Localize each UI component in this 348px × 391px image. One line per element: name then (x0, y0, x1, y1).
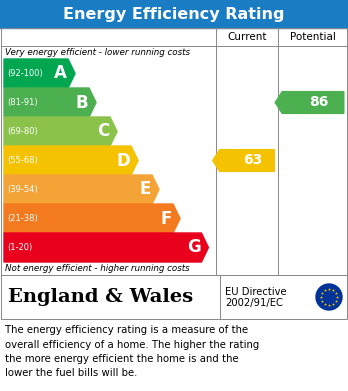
Polygon shape (4, 88, 96, 117)
Text: the more energy efficient the home is and the: the more energy efficient the home is an… (5, 354, 239, 364)
Bar (1, 275, 347, 319)
Text: (39-54): (39-54) (7, 185, 38, 194)
Text: overall efficiency of a home. The higher the rating: overall efficiency of a home. The higher… (5, 339, 259, 350)
Polygon shape (275, 91, 344, 113)
Polygon shape (4, 146, 138, 175)
Text: Not energy efficient - higher running costs: Not energy efficient - higher running co… (5, 264, 190, 273)
Text: B: B (76, 93, 88, 111)
Text: Current: Current (227, 32, 267, 42)
Bar (1, 28, 347, 275)
Text: F: F (161, 210, 172, 228)
Text: England & Wales: England & Wales (8, 288, 193, 306)
Text: (92-100): (92-100) (7, 69, 43, 78)
Text: 86: 86 (309, 95, 329, 109)
Text: A: A (54, 65, 67, 83)
Text: (1-20): (1-20) (7, 243, 32, 252)
Polygon shape (4, 204, 180, 233)
Text: (81-91): (81-91) (7, 98, 38, 107)
Polygon shape (213, 150, 274, 171)
Polygon shape (4, 59, 75, 88)
Text: Very energy efficient - lower running costs: Very energy efficient - lower running co… (5, 48, 190, 57)
Text: EU Directive: EU Directive (225, 287, 287, 297)
Polygon shape (4, 117, 117, 146)
Text: C: C (97, 122, 109, 140)
Circle shape (316, 284, 342, 310)
Text: E: E (140, 181, 151, 199)
Text: lower the fuel bills will be.: lower the fuel bills will be. (5, 368, 137, 378)
Text: Potential: Potential (290, 32, 336, 42)
Bar (0, 0, 348, 28)
Text: The energy efficiency rating is a measure of the: The energy efficiency rating is a measur… (5, 325, 248, 335)
Text: G: G (187, 239, 200, 256)
Polygon shape (4, 175, 159, 204)
Text: (55-68): (55-68) (7, 156, 38, 165)
Text: D: D (116, 151, 130, 170)
Text: 63: 63 (243, 154, 262, 167)
Polygon shape (4, 233, 208, 262)
Text: 2002/91/EC: 2002/91/EC (225, 298, 283, 308)
Text: (21-38): (21-38) (7, 214, 38, 223)
Text: Energy Efficiency Rating: Energy Efficiency Rating (63, 7, 285, 22)
Text: (69-80): (69-80) (7, 127, 38, 136)
